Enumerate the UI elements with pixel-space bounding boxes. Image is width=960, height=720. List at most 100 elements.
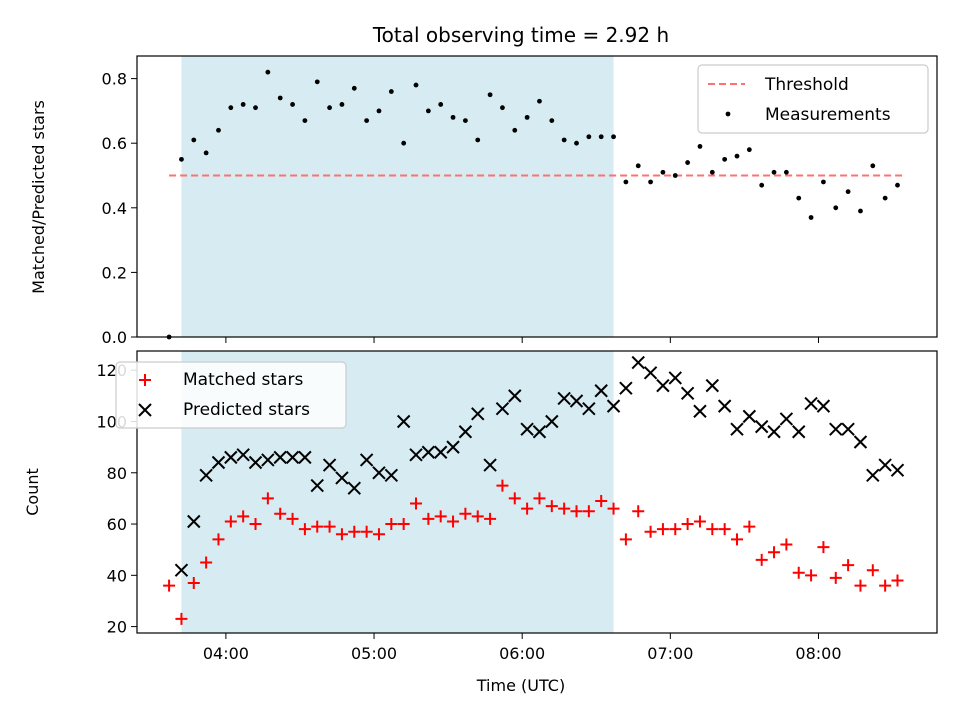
matched-stars-point bbox=[447, 515, 460, 528]
top-panel: 0.00.20.40.60.8 Matched/Predicted stars … bbox=[29, 55, 938, 347]
predicted-stars-point bbox=[841, 422, 855, 436]
matched-stars-point bbox=[311, 520, 324, 533]
measurement-point bbox=[734, 153, 740, 159]
predicted-stars-point bbox=[187, 514, 201, 529]
measurement-point bbox=[253, 105, 258, 111]
measurement-point bbox=[635, 163, 641, 169]
matched-stars-point bbox=[385, 518, 398, 531]
bottom-y-tick-label: 60 bbox=[107, 515, 127, 534]
legend-measurements-label: Measurements bbox=[765, 105, 891, 125]
predicted-stars-point bbox=[224, 450, 238, 465]
matched-stars-point bbox=[224, 515, 237, 528]
predicted-stars-point bbox=[261, 453, 275, 467]
measurement-point bbox=[413, 82, 419, 88]
predicted-stars-point bbox=[853, 435, 868, 449]
measurement-point bbox=[401, 140, 407, 146]
matched-stars-point bbox=[805, 569, 818, 582]
measurement-point bbox=[240, 102, 246, 107]
matched-stars-point bbox=[237, 510, 250, 523]
matched-stars-point bbox=[175, 612, 188, 625]
predicted-stars-point bbox=[471, 407, 485, 421]
top-legend-box bbox=[697, 64, 929, 134]
predicted-stars-point bbox=[767, 425, 781, 439]
measurement-point bbox=[364, 118, 370, 123]
predicted-stars-point bbox=[804, 396, 818, 411]
matched-stars-point bbox=[570, 505, 583, 518]
measurement-point bbox=[709, 169, 715, 175]
predicted-stars-point bbox=[335, 471, 349, 485]
matched-stars-point bbox=[718, 523, 731, 536]
matched-stars-point bbox=[286, 512, 299, 525]
matched-stars-point bbox=[422, 512, 435, 525]
measurement-point bbox=[191, 137, 197, 143]
matched-stars-point bbox=[656, 523, 669, 536]
measurement-point bbox=[648, 179, 653, 185]
legend-predicted-label: Predicted stars bbox=[183, 400, 310, 420]
predicted-stars-point bbox=[680, 386, 695, 401]
matched-stars-point bbox=[693, 515, 706, 528]
matched-stars-point bbox=[410, 497, 423, 510]
predicted-stars-point bbox=[656, 378, 670, 393]
measurement-point bbox=[845, 189, 851, 195]
top-y-tick-label: 0.0 bbox=[102, 328, 127, 347]
matched-stars-point bbox=[607, 502, 620, 515]
measurement-point bbox=[500, 105, 505, 111]
measurement-point bbox=[462, 118, 468, 123]
top-chart-title: Total observing time = 2.92 h bbox=[372, 23, 669, 47]
matched-stars-point bbox=[508, 492, 521, 505]
measurement-point bbox=[302, 118, 308, 123]
matched-stars-point bbox=[755, 553, 768, 566]
matched-stars-point bbox=[261, 492, 274, 505]
measurement-point bbox=[611, 134, 616, 140]
bottom-x-tick-label: 08:00 bbox=[795, 644, 841, 663]
matched-stars-point bbox=[891, 574, 904, 587]
matched-stars-point bbox=[200, 556, 213, 569]
predicted-stars-point bbox=[458, 425, 473, 439]
bottom-legend: Matched stars Predicted stars bbox=[115, 361, 347, 429]
predicted-stars-point bbox=[409, 448, 423, 462]
bottom-y-tick-label: 40 bbox=[107, 566, 127, 585]
matched-stars-point bbox=[484, 512, 497, 525]
measurement-point bbox=[277, 95, 283, 101]
predicted-stars-point bbox=[569, 394, 584, 408]
predicted-stars-point bbox=[890, 463, 905, 477]
predicted-stars-point bbox=[643, 366, 658, 380]
matched-stars-point bbox=[829, 571, 842, 584]
bottom-x-axis-label: Time (UTC) bbox=[476, 676, 565, 695]
predicted-stars-point bbox=[446, 440, 460, 454]
matched-stars-point bbox=[496, 479, 509, 492]
matched-stars-point bbox=[817, 541, 830, 554]
matched-stars-point bbox=[471, 510, 484, 523]
measurement-point bbox=[882, 195, 888, 201]
predicted-stars-point bbox=[631, 355, 645, 370]
top-x-axis bbox=[225, 337, 819, 343]
measurement-point bbox=[179, 156, 184, 162]
predicted-stars-point bbox=[878, 458, 892, 472]
predicted-stars-point bbox=[285, 450, 300, 465]
predicted-stars-point bbox=[236, 448, 250, 462]
measurement-point bbox=[833, 205, 839, 211]
matched-stars-point bbox=[558, 502, 571, 515]
matched-stars-point bbox=[842, 559, 855, 572]
matched-stars-point bbox=[706, 523, 719, 536]
bottom-x-axis: 04:00 05:00 06:00 07:00 08:00 bbox=[203, 633, 842, 663]
matched-stars-point bbox=[780, 538, 793, 551]
predicted-stars-point bbox=[483, 458, 497, 472]
matched-stars-point bbox=[545, 500, 558, 513]
top-y-tick-label: 0.2 bbox=[102, 263, 127, 282]
matched-stars-point bbox=[632, 505, 645, 518]
legend-predicted-swatch bbox=[138, 403, 152, 417]
measurement-point bbox=[228, 105, 234, 111]
matched-stars-point bbox=[792, 566, 805, 579]
matched-stars-point bbox=[163, 579, 176, 592]
measurement-point bbox=[685, 160, 691, 165]
predicted-stars-point bbox=[594, 384, 608, 398]
measurement-point bbox=[265, 69, 271, 75]
matched-stars-point bbox=[298, 523, 311, 536]
predicted-stars-point bbox=[582, 401, 596, 416]
legend-threshold-label: Threshold bbox=[764, 75, 849, 95]
matched-stars-point bbox=[731, 533, 743, 546]
measurement-point bbox=[722, 156, 728, 162]
matched-stars-point bbox=[521, 502, 534, 515]
bottom-y-tick-label: 20 bbox=[107, 618, 127, 637]
